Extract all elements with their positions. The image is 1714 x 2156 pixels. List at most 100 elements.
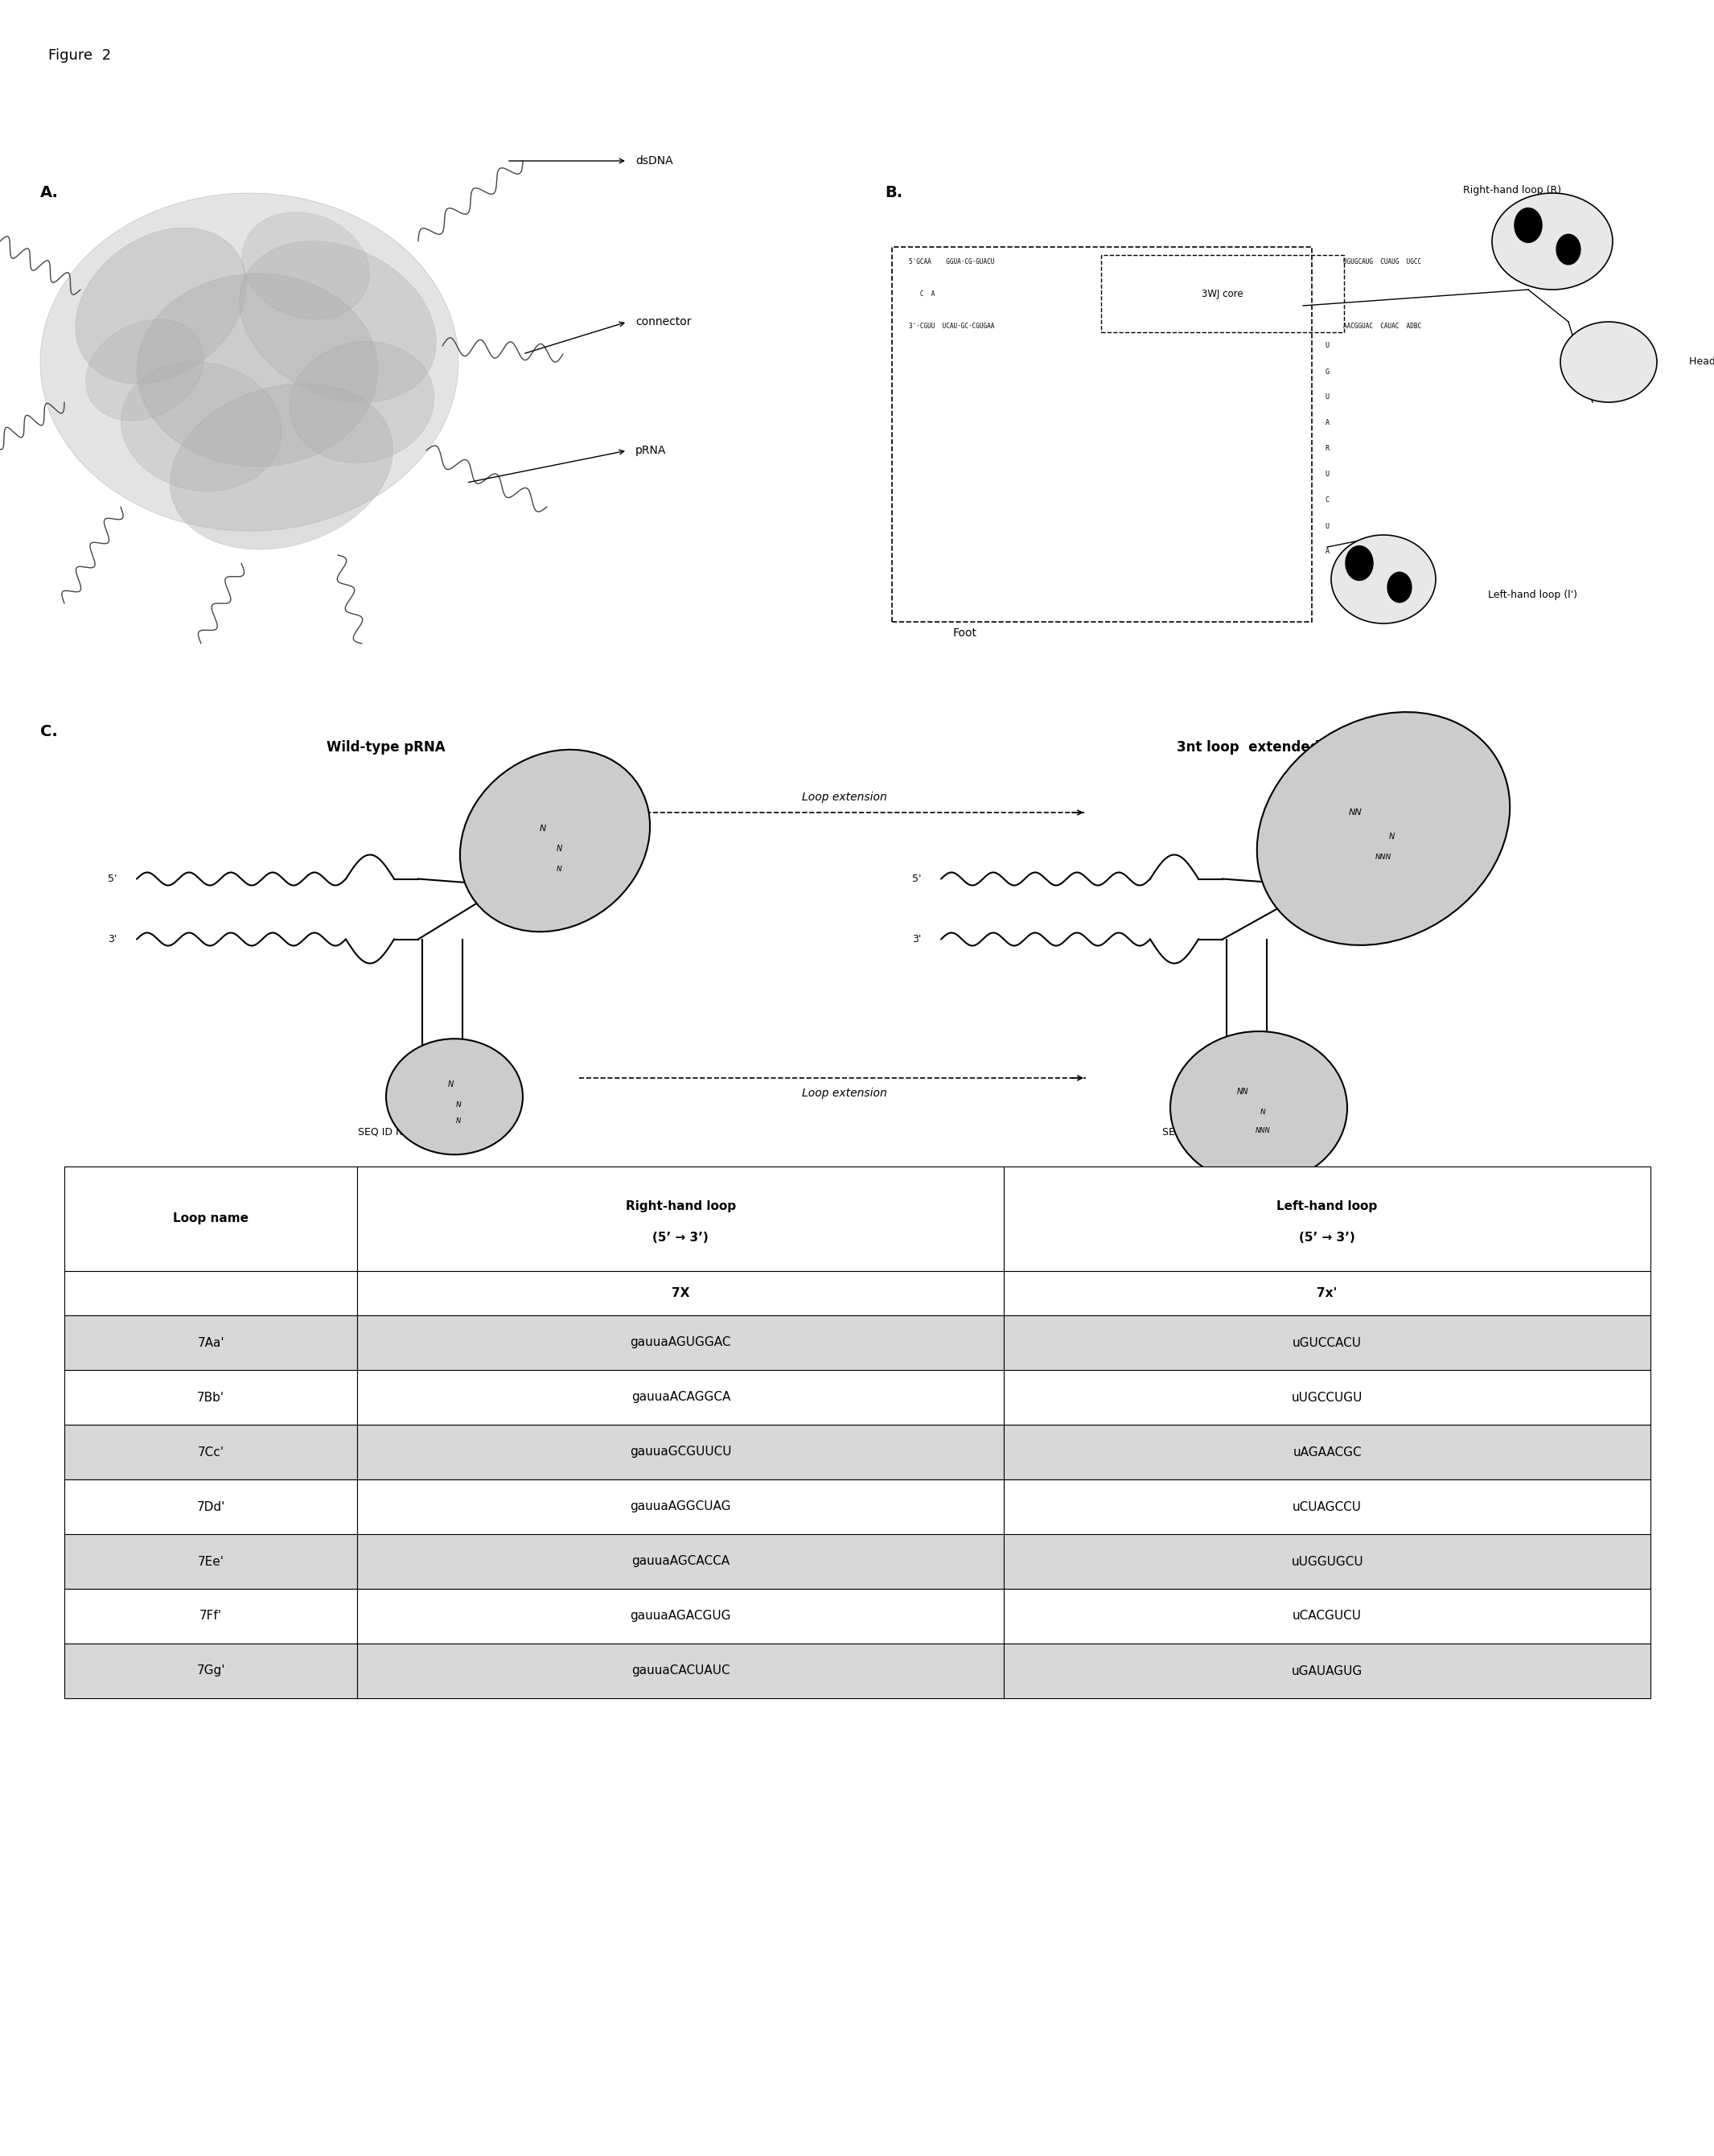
Ellipse shape: [1256, 711, 1510, 944]
Ellipse shape: [86, 319, 204, 420]
Text: 7Gg': 7Gg': [197, 1664, 225, 1677]
Text: NN: NN: [1238, 1087, 1248, 1095]
Bar: [65, 1369, 358, 1425]
Text: 7Ee': 7Ee': [197, 1554, 225, 1567]
Text: A: A: [1325, 420, 1328, 427]
Bar: [65, 1479, 358, 1535]
Text: N: N: [456, 1117, 461, 1125]
Text: Loop extension: Loop extension: [802, 1087, 888, 1100]
Bar: [65, 1589, 358, 1643]
Text: uCACGUCU: uCACGUCU: [1292, 1611, 1363, 1621]
Text: gauuaACAGGCA: gauuaACAGGCA: [631, 1391, 730, 1404]
Circle shape: [1388, 571, 1412, 602]
Text: 7Dd': 7Dd': [197, 1501, 225, 1514]
Text: uGUCCACU: uGUCCACU: [1292, 1337, 1363, 1350]
Text: Head loop: Head loop: [1688, 356, 1714, 367]
Text: 7Ff': 7Ff': [199, 1611, 223, 1621]
Text: Foot: Foot: [953, 627, 977, 638]
Circle shape: [1345, 545, 1373, 580]
Text: Left-hand loop (l'): Left-hand loop (l'): [1488, 591, 1577, 602]
Text: uGAUAGUG: uGAUAGUG: [1292, 1664, 1363, 1677]
Bar: [1004, 1535, 1651, 1589]
Text: C: C: [1325, 496, 1328, 505]
Text: uAGAACGC: uAGAACGC: [1292, 1447, 1361, 1457]
Bar: [358, 1425, 1004, 1479]
Bar: [358, 1369, 1004, 1425]
Text: (5’ → 3’): (5’ → 3’): [653, 1231, 710, 1244]
Text: pRNA: pRNA: [636, 444, 667, 457]
Bar: [65, 1425, 358, 1479]
Ellipse shape: [1491, 194, 1613, 289]
Text: 3': 3': [912, 934, 920, 944]
Text: Loop extension: Loop extension: [802, 791, 888, 802]
Ellipse shape: [39, 194, 458, 530]
Bar: [65, 1315, 358, 1369]
Text: NNN: NNN: [1255, 1128, 1270, 1134]
Text: U: U: [1325, 343, 1328, 349]
Ellipse shape: [75, 229, 247, 384]
Bar: [65, 1643, 358, 1699]
Ellipse shape: [386, 1039, 523, 1156]
Bar: [358, 1272, 1004, 1315]
Text: Right-hand loop: Right-hand loop: [626, 1201, 735, 1212]
Text: 3'·CGUU  UCAU·GC·CGUGAA: 3'·CGUU UCAU·GC·CGUGAA: [908, 321, 994, 330]
Text: uCUAGCCU: uCUAGCCU: [1292, 1501, 1363, 1514]
Text: connector: connector: [636, 317, 691, 328]
Bar: [358, 1315, 1004, 1369]
Bar: [358, 1479, 1004, 1535]
Bar: [358, 1166, 1004, 1272]
Bar: [1004, 1166, 1651, 1272]
Text: (5’ → 3’): (5’ → 3’): [1299, 1231, 1356, 1244]
Bar: [1004, 1272, 1651, 1315]
Text: SEQ ID NO: 28-34: SEQ ID NO: 28-34: [358, 1125, 447, 1136]
Text: Right-hand loop (R): Right-hand loop (R): [1464, 185, 1561, 196]
Text: A: A: [1325, 548, 1328, 556]
Ellipse shape: [242, 211, 370, 319]
Text: Left-hand loop: Left-hand loop: [1277, 1201, 1378, 1212]
Circle shape: [1515, 207, 1543, 241]
Text: 3': 3': [108, 934, 117, 944]
Bar: [1004, 1589, 1651, 1643]
Text: gauuaAGUGGAC: gauuaAGUGGAC: [631, 1337, 732, 1350]
Text: gauuaAGACGUG: gauuaAGACGUG: [631, 1611, 732, 1621]
Ellipse shape: [1332, 535, 1436, 623]
Text: A.: A.: [39, 185, 58, 201]
Text: 5': 5': [912, 873, 920, 884]
Text: gauuaAGGCUAG: gauuaAGGCUAG: [631, 1501, 732, 1514]
Text: uUGGUGCU: uUGGUGCU: [1291, 1554, 1363, 1567]
Text: 3nt loop  extended pRNA: 3nt loop extended pRNA: [1176, 740, 1364, 755]
Text: gauuaGCGUUCU: gauuaGCGUUCU: [629, 1447, 732, 1457]
Text: B.: B.: [884, 185, 903, 201]
Text: NN: NN: [1349, 808, 1363, 817]
Text: U: U: [1325, 522, 1328, 530]
Text: gauuaCACUAUC: gauuaCACUAUC: [631, 1664, 730, 1677]
Bar: [1004, 1479, 1651, 1535]
Bar: [358, 1589, 1004, 1643]
Text: 7Bb': 7Bb': [197, 1391, 225, 1404]
Text: N: N: [555, 845, 562, 854]
Bar: [65, 1535, 358, 1589]
Bar: [1004, 1643, 1651, 1699]
Circle shape: [1556, 235, 1580, 265]
Text: U: U: [1325, 470, 1328, 479]
Text: UGUGCAUG  CUAUG  UGCC: UGUGCAUG CUAUG UGCC: [1344, 259, 1421, 265]
Text: N: N: [447, 1080, 452, 1089]
Bar: [358, 1535, 1004, 1589]
Bar: [1004, 1425, 1651, 1479]
Text: N: N: [557, 865, 562, 873]
Text: N: N: [456, 1102, 461, 1108]
Text: uUGCCUGU: uUGCCUGU: [1292, 1391, 1363, 1404]
Ellipse shape: [120, 362, 281, 492]
Bar: [65, 1166, 358, 1272]
Text: 7X: 7X: [672, 1287, 689, 1300]
Ellipse shape: [170, 384, 393, 550]
Text: AACGGUAC  CAUAC  ADBC: AACGGUAC CAUAC ADBC: [1344, 321, 1421, 330]
Text: C  A: C A: [908, 291, 934, 298]
Text: 7x': 7x': [1316, 1287, 1337, 1300]
Text: N: N: [1388, 832, 1395, 841]
Text: U: U: [1325, 395, 1328, 401]
Text: G: G: [1325, 369, 1328, 375]
Text: 7Aa': 7Aa': [197, 1337, 225, 1350]
Text: dsDNA: dsDNA: [636, 155, 674, 166]
Bar: [1004, 1315, 1651, 1369]
